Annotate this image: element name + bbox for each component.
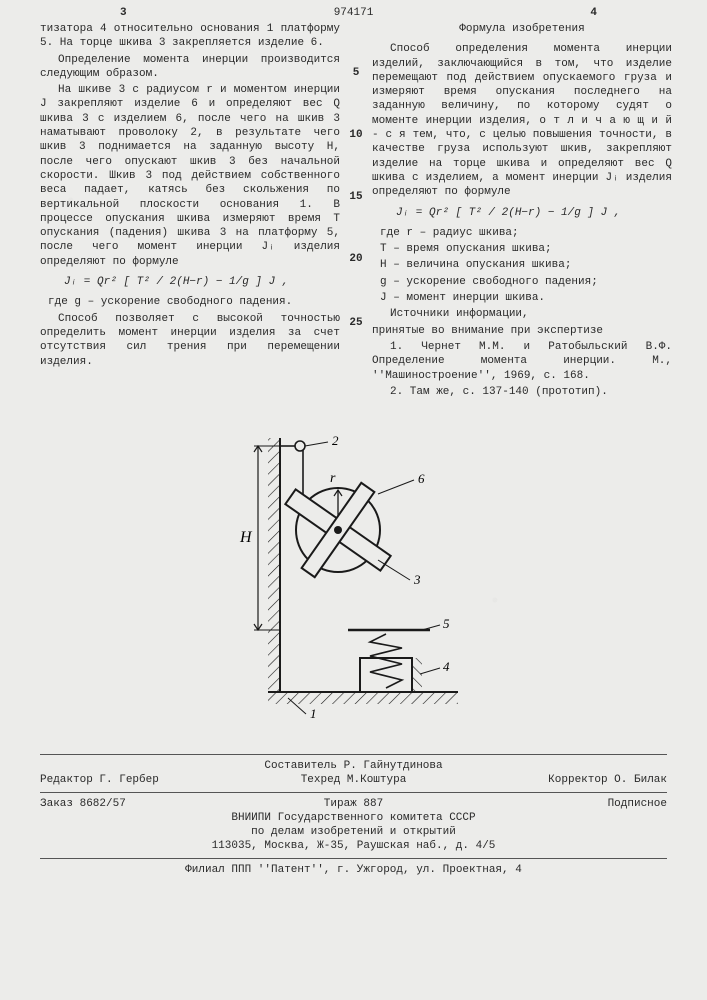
sources-heading: Источники информации, [372, 307, 672, 321]
footer-subscription: Подписное [458, 797, 667, 811]
where-line: T – время опускания шкива; [380, 242, 672, 256]
reference: 2. Там же, с. 137-140 (прототип). [372, 385, 672, 399]
left-column: тизатора 4 относительно основания 1 плат… [40, 22, 340, 371]
line-mark: 20 [342, 252, 370, 266]
footer-row: Составитель Р. Гайнутдинова [40, 759, 667, 773]
where-line: где g – ускорение свободного падения. [48, 295, 340, 309]
footer-tirage: Тираж 887 [249, 797, 458, 811]
footer-order: Заказ 8682/57 [40, 797, 249, 811]
line-mark: 10 [342, 128, 370, 142]
footer-compiler: Составитель Р. Гайнутдинова [249, 759, 458, 773]
reference: 1. Чернет М.М. и Ратобыльский В.Ф. Опред… [372, 340, 672, 383]
fig-label-2: 2 [332, 433, 339, 448]
body-text: Определение момента инерции производится… [40, 53, 340, 82]
formula: Jᵢ = Qr² [ T² / 2(H−r) − 1/g ] J , [396, 206, 672, 220]
where-line: g – ускорение свободного падения; [380, 275, 672, 289]
fig-label-r: r [330, 471, 336, 486]
body-text: тизатора 4 относительно основания 1 плат… [40, 22, 340, 51]
footer-row: Редактор Г. Гербер Техред М.Коштура Корр… [40, 773, 667, 787]
footer-corrector: Корректор О. Билак [458, 773, 667, 787]
footer-right [458, 759, 667, 773]
patent-figure: H r 2 3 6 5 4 1 [210, 430, 490, 730]
line-mark: 15 [342, 190, 370, 204]
footer-org: по делам изобретений и открытий [40, 825, 667, 839]
formula: Jᵢ = Qr² [ T² / 2(H−r) − 1/g ] J , [64, 275, 340, 289]
where-line: где r – радиус шкива; [380, 226, 672, 240]
body-text: Способ определения момента инерции издел… [372, 42, 672, 199]
footer-address: Филиал ППП ''Патент'', г. Ужгород, ул. П… [40, 863, 667, 877]
imprint-footer: Составитель Р. Гайнутдинова Редактор Г. … [40, 750, 667, 877]
document-number: 974171 [334, 6, 374, 20]
footer-address: 113035, Москва, Ж-35, Раушская наб., д. … [40, 839, 667, 853]
line-mark: 5 [342, 66, 370, 80]
line-mark: 25 [342, 316, 370, 330]
page-number-left: 3 [120, 6, 127, 20]
body-text: На шкиве 3 с радиусом r и моментом инерц… [40, 83, 340, 269]
footer-left [40, 759, 249, 773]
fig-label-6: 6 [418, 471, 425, 486]
fig-label-5: 5 [443, 616, 450, 631]
fig-label-3: 3 [413, 572, 421, 587]
footer-techred: Техред М.Коштура [249, 773, 458, 787]
fig-label-1: 1 [310, 706, 317, 721]
page-number-right: 4 [590, 6, 597, 20]
fig-label-4: 4 [443, 659, 450, 674]
body-text: Способ позволяет с высокой точностью опр… [40, 312, 340, 369]
footer-org: ВНИИПИ Государственного комитета СССР [40, 811, 667, 825]
where-line: J – момент инерции шкива. [380, 291, 672, 305]
where-line: H – величина опускания шкива; [380, 258, 672, 272]
sources-line: принятые во внимание при экспертизе [372, 324, 672, 338]
footer-row: Заказ 8682/57 Тираж 887 Подписное [40, 797, 667, 811]
right-column: Формула изобретения Способ определения м… [372, 22, 672, 401]
claims-title: Формула изобретения [372, 22, 672, 36]
footer-editor: Редактор Г. Гербер [40, 773, 249, 787]
fig-label-H: H [239, 529, 253, 546]
patent-page: 3 974171 4 5 10 15 20 25 тизатора 4 отно… [0, 0, 707, 1000]
